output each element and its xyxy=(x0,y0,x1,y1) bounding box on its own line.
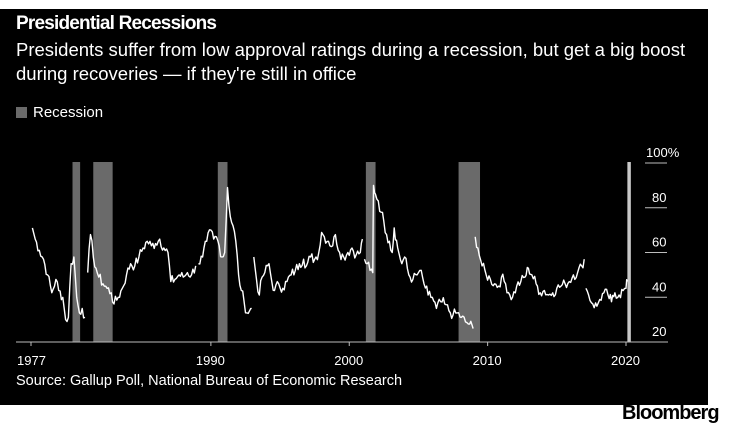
series-line-reagan xyxy=(87,233,197,305)
recession-bar-5 xyxy=(627,162,631,342)
recession-bar-0 xyxy=(72,162,81,342)
chart-panel: Presidential Recessions Presidents suffe… xyxy=(0,9,708,405)
chart-subtitle: Presidents suffer from low approval rati… xyxy=(16,39,686,84)
legend-label-recession: Recession xyxy=(33,104,104,121)
y-tick-label-40: 40 xyxy=(652,279,666,294)
recession-bar-2 xyxy=(217,162,228,342)
series-line-carter xyxy=(31,227,86,323)
recession-bar-4 xyxy=(458,162,481,342)
series-line-trump xyxy=(585,279,629,309)
y-tick-label-20: 20 xyxy=(652,324,666,339)
source-note: Source: Gallup Poll, National Bureau of … xyxy=(16,373,403,389)
legend: Recession xyxy=(16,104,103,121)
x-tick-label-2020: 2020 xyxy=(611,353,640,368)
x-tick-label-2010: 2010 xyxy=(473,353,502,368)
series-line-clinton xyxy=(253,231,364,296)
series-line-g-h-w-bush xyxy=(198,186,252,315)
series-line-g-w-bush xyxy=(363,184,474,329)
chart-title: Presidential Recessions xyxy=(16,13,217,34)
series-line-obama xyxy=(474,236,585,301)
x-tick-label-1990: 1990 xyxy=(196,353,225,368)
legend-swatch-recession xyxy=(16,107,27,118)
y-tick-label-80: 80 xyxy=(652,190,666,205)
recession-bar-3 xyxy=(365,162,376,342)
x-tick-label-1977: 1977 xyxy=(17,353,46,368)
bloomberg-logo: Bloomberg xyxy=(622,402,720,424)
y-tick-label-100: 100% xyxy=(646,145,680,160)
x-tick-label-2000: 2000 xyxy=(334,353,363,368)
recession-bar-1 xyxy=(93,162,113,342)
y-tick-label-60: 60 xyxy=(652,235,666,250)
